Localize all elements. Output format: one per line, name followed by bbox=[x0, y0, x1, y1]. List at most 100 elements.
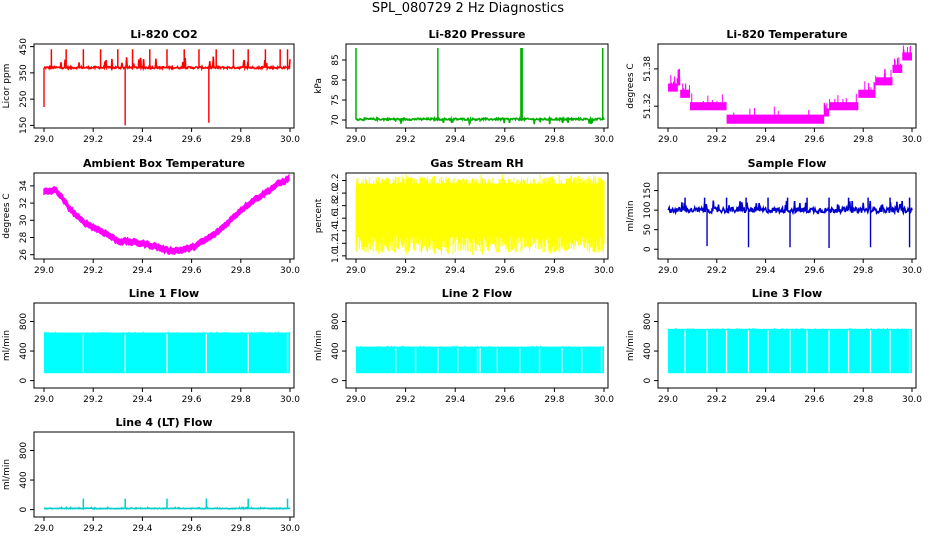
panel-1: Li-820 Pressure kPa 29.0 29.2 29.4 29.6 29.8 30… bbox=[314, 28, 614, 145]
x-tick-label: 29.8 bbox=[231, 266, 251, 276]
panel-7: Line 2 Flow ml/min 29.0 29.2 29.4 29.6 29.8 30.… bbox=[314, 287, 614, 405]
temperature-band bbox=[829, 102, 859, 111]
y-tick-label: 800 bbox=[19, 313, 29, 330]
y-tick-label: 400 bbox=[19, 471, 29, 488]
x-tick-label: 29.8 bbox=[231, 395, 251, 405]
x-tick-label: 29.8 bbox=[544, 266, 564, 276]
y-tick-label: 800 bbox=[19, 442, 29, 459]
x-tick-label: 30.0 bbox=[594, 266, 614, 276]
y-tick-label: 0 bbox=[643, 377, 653, 383]
plot-frame bbox=[657, 302, 917, 389]
x-tick-label: 29.6 bbox=[182, 524, 202, 534]
y-tick-label: 1.0 bbox=[331, 248, 341, 263]
x-tick-label: 29.8 bbox=[853, 395, 873, 405]
chart-title: Ambient Box Temperature bbox=[83, 157, 245, 170]
chart-title: Sample Flow bbox=[748, 157, 827, 170]
x-tick-label: 29.6 bbox=[804, 395, 824, 405]
panel-4: Gas Stream RH percent 29.0 29.2 29.4 29.6 29.8… bbox=[314, 157, 614, 276]
x-tick-label: 29.4 bbox=[132, 266, 152, 276]
y-tick-label: 32 bbox=[19, 197, 29, 208]
plot-frame bbox=[345, 172, 609, 260]
plot-frame bbox=[33, 172, 295, 260]
temperature-band bbox=[680, 89, 690, 98]
x-tick-label: 29.0 bbox=[34, 266, 54, 276]
series bbox=[43, 173, 290, 256]
panel-3: Ambient Box Temperature degrees C 29.0 29.2… bbox=[2, 157, 300, 276]
y-tick-label: 0 bbox=[19, 506, 29, 512]
x-tick-label: 29.0 bbox=[658, 395, 678, 405]
plot-frame bbox=[345, 43, 609, 129]
series-line bbox=[44, 56, 291, 72]
x-tick-label: 29.2 bbox=[707, 266, 727, 276]
x-tick-label: 29.8 bbox=[853, 135, 873, 145]
y-tick-label: 28 bbox=[19, 232, 29, 244]
y-tick-label: 400 bbox=[331, 342, 341, 359]
y-tick-label: 150 bbox=[643, 182, 653, 199]
x-tick-label: 29.6 bbox=[495, 135, 515, 145]
x-tick-label: 29.6 bbox=[804, 266, 824, 276]
y-tick-label: 85 bbox=[331, 54, 341, 65]
y-tick-label: 70 bbox=[331, 114, 341, 126]
series bbox=[355, 174, 605, 256]
series-band bbox=[356, 183, 604, 238]
y-tick-label: 51.32 bbox=[643, 93, 653, 119]
y-axis-label: ml/min bbox=[626, 330, 636, 361]
panel-6: Line 1 Flow ml/min 29.0 29.2 29.4 29.6 29.8 30.… bbox=[2, 287, 300, 405]
x-tick-label: 29.0 bbox=[658, 135, 678, 145]
x-tick-label: 29.0 bbox=[346, 395, 366, 405]
x-tick-label: 29.2 bbox=[83, 135, 103, 145]
x-tick-label: 30.0 bbox=[594, 135, 614, 145]
x-tick-label: 29.0 bbox=[346, 135, 366, 145]
series bbox=[355, 345, 604, 374]
y-tick-label: 26 bbox=[19, 249, 29, 261]
x-tick-label: 29.6 bbox=[182, 266, 202, 276]
x-tick-label: 29.8 bbox=[231, 524, 251, 534]
y-axis-label: degrees C bbox=[2, 193, 12, 238]
plot-frame bbox=[33, 431, 295, 518]
series bbox=[668, 45, 912, 124]
y-tick-label: 1.4 bbox=[331, 223, 341, 238]
x-tick-label: 29.0 bbox=[34, 395, 54, 405]
y-tick-label: 450 bbox=[19, 38, 29, 55]
x-tick-label: 29.2 bbox=[83, 266, 103, 276]
x-tick-label: 29.2 bbox=[396, 395, 416, 405]
y-tick-label: 1.8 bbox=[331, 198, 341, 213]
x-tick-label: 29.6 bbox=[804, 135, 824, 145]
x-tick-label: 29.0 bbox=[34, 135, 54, 145]
chart-title: Gas Stream RH bbox=[430, 157, 523, 170]
y-axis-label: degrees C bbox=[626, 63, 636, 108]
x-tick-label: 29.4 bbox=[756, 135, 776, 145]
series-band bbox=[43, 173, 290, 256]
x-tick-label: 29.4 bbox=[445, 135, 465, 145]
x-tick-label: 29.6 bbox=[182, 395, 202, 405]
y-axis-label: kPa bbox=[314, 78, 324, 94]
x-tick-label: 29.8 bbox=[544, 395, 564, 405]
x-tick-label: 29.4 bbox=[132, 135, 152, 145]
x-tick-label: 29.6 bbox=[182, 135, 202, 145]
y-tick-label: 80 bbox=[331, 74, 341, 86]
y-tick-label: 350 bbox=[19, 64, 29, 81]
y-tick-label: 75 bbox=[331, 94, 341, 105]
plot-frame bbox=[33, 43, 295, 129]
x-tick-label: 29.2 bbox=[83, 395, 103, 405]
y-tick-label: 0 bbox=[643, 246, 653, 252]
y-axis-label: Licor ppm bbox=[2, 64, 12, 109]
y-tick-label: 2.0 bbox=[331, 186, 341, 201]
x-tick-label: 30.0 bbox=[594, 395, 614, 405]
x-tick-label: 29.0 bbox=[346, 266, 366, 276]
x-tick-label: 30.0 bbox=[280, 524, 300, 534]
series bbox=[667, 197, 913, 249]
plot-frame bbox=[33, 302, 295, 389]
series bbox=[355, 48, 605, 127]
y-tick-label: 1.6 bbox=[331, 211, 341, 226]
x-tick-label: 29.4 bbox=[445, 266, 465, 276]
x-tick-label: 30.0 bbox=[280, 135, 300, 145]
x-tick-label: 29.4 bbox=[756, 395, 776, 405]
x-tick-label: 29.0 bbox=[34, 524, 54, 534]
x-tick-label: 29.8 bbox=[544, 135, 564, 145]
y-tick-label: 800 bbox=[643, 313, 653, 330]
panel-5: Sample Flow ml/min 29.0 29.2 29.4 29.6 29.8 30.… bbox=[626, 157, 922, 276]
y-axis-label: ml/min bbox=[314, 330, 324, 361]
x-tick-label: 30.0 bbox=[902, 135, 922, 145]
